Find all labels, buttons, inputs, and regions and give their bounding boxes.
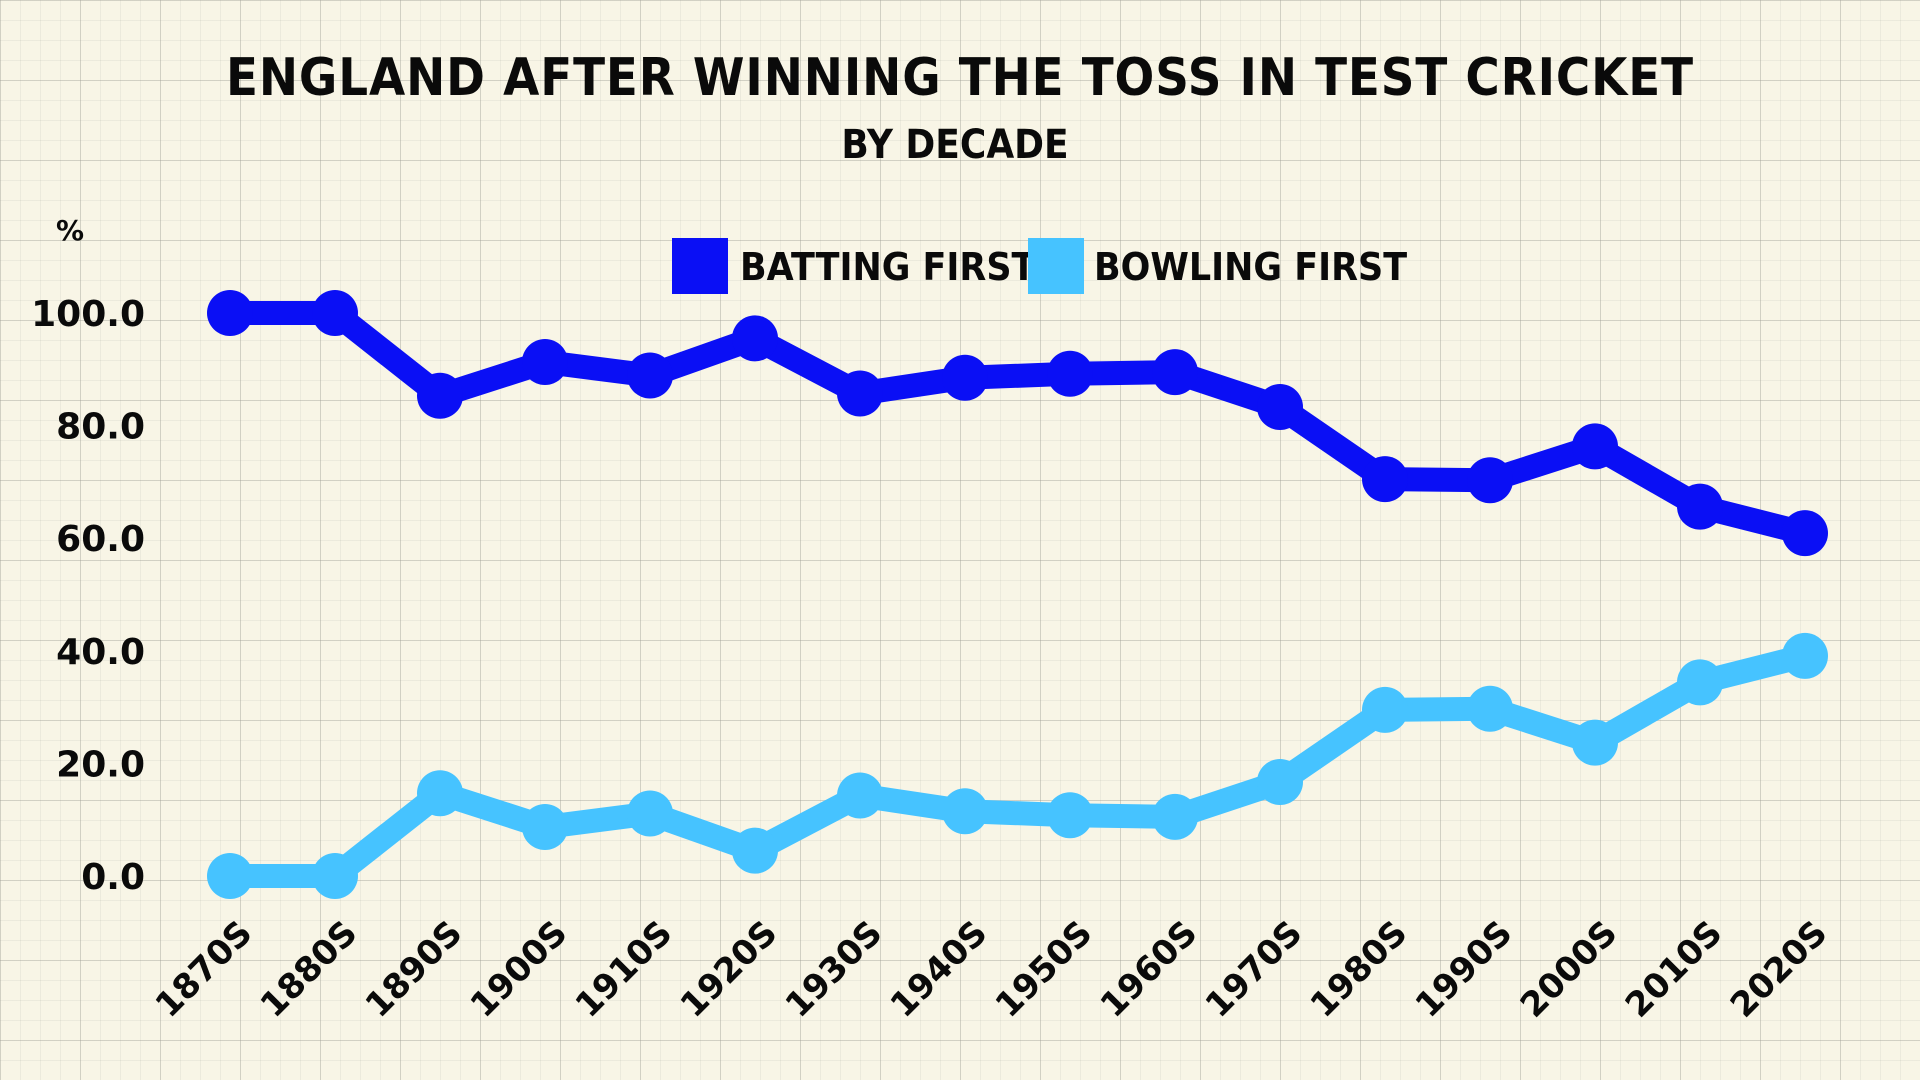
series-line-bowling-first <box>218 643 1817 888</box>
bowling-first-point <box>1572 719 1618 766</box>
bowling-first-point <box>312 853 358 899</box>
y-tick-label: 100.0 <box>31 294 145 335</box>
legend-swatch-batting-first <box>672 238 728 294</box>
x-tick-label: 1870S <box>148 913 261 1026</box>
bowling-first-point <box>417 770 463 817</box>
legend-label-batting-first: BATTING FIRST <box>740 245 1035 290</box>
batting-first-point <box>1152 349 1198 396</box>
batting-first-point <box>207 290 253 336</box>
x-tick-label: 2000S <box>1513 913 1626 1026</box>
y-tick-label: 80.0 <box>56 407 145 448</box>
legend-swatch-bowling-first <box>1028 238 1084 294</box>
y-tick-label: 0.0 <box>81 857 145 898</box>
x-tick-label: 1910S <box>568 913 681 1026</box>
y-axis-label: % <box>56 214 84 247</box>
bowling-first-point <box>627 790 673 837</box>
bowling-first-point <box>1677 659 1723 706</box>
batting-first-point <box>1572 423 1618 470</box>
x-tick-label: 1900S <box>463 913 576 1026</box>
batting-first-point <box>1257 384 1303 431</box>
bowling-first-point <box>837 772 883 819</box>
bowling-first-point <box>1362 686 1408 733</box>
batting-first-point <box>1677 483 1723 530</box>
bowling-first-point <box>1782 632 1828 679</box>
batting-first-point <box>1362 456 1408 503</box>
bowling-first-point <box>1257 758 1303 805</box>
batting-first-point <box>522 338 568 385</box>
x-tick-label: 1960S <box>1093 913 1206 1026</box>
batting-first-point <box>627 352 673 399</box>
x-tick-label: 1990S <box>1408 913 1521 1026</box>
bowling-first-point <box>1152 793 1198 840</box>
batting-first-point <box>1782 510 1828 557</box>
chart-title: ENGLAND AFTER WINNING THE TOSS IN TEST C… <box>225 48 1695 108</box>
batting-first-point <box>312 290 358 336</box>
x-tick-label: 2020S <box>1723 913 1836 1026</box>
x-tick-label: 1930S <box>778 913 891 1026</box>
x-tick-label: 1970S <box>1198 913 1311 1026</box>
batting-first-point <box>1047 350 1093 397</box>
batting-first-point <box>732 315 778 362</box>
batting-first-point <box>837 370 883 417</box>
y-tick-label: 20.0 <box>56 744 145 785</box>
chart-subtitle: BY DECADE <box>841 122 1069 168</box>
series-line-batting-first <box>218 301 1817 546</box>
x-tick-label: 1980S <box>1303 913 1416 1026</box>
x-tick-label: 1950S <box>988 913 1101 1026</box>
y-tick-label: 40.0 <box>56 632 145 673</box>
bowling-first-point <box>522 804 568 851</box>
bowling-first-point <box>1467 685 1513 732</box>
batting-first-point <box>1467 457 1513 504</box>
y-tick-label: 60.0 <box>56 519 145 560</box>
x-tick-label: 1920S <box>673 913 786 1026</box>
bowling-first-point <box>1047 792 1093 839</box>
legend-label-bowling-first: BOWLING FIRST <box>1094 245 1407 290</box>
bowling-first-point <box>207 853 253 899</box>
batting-first-point <box>417 372 463 419</box>
x-tick-label: 2010S <box>1618 913 1731 1026</box>
x-tick-label: 1880S <box>253 913 366 1026</box>
bowling-first-point <box>942 788 988 835</box>
bowling-first-point <box>732 827 778 874</box>
x-tick-label: 1890S <box>358 913 471 1026</box>
x-tick-label: 1940S <box>883 913 996 1026</box>
batting-first-point <box>942 354 988 401</box>
